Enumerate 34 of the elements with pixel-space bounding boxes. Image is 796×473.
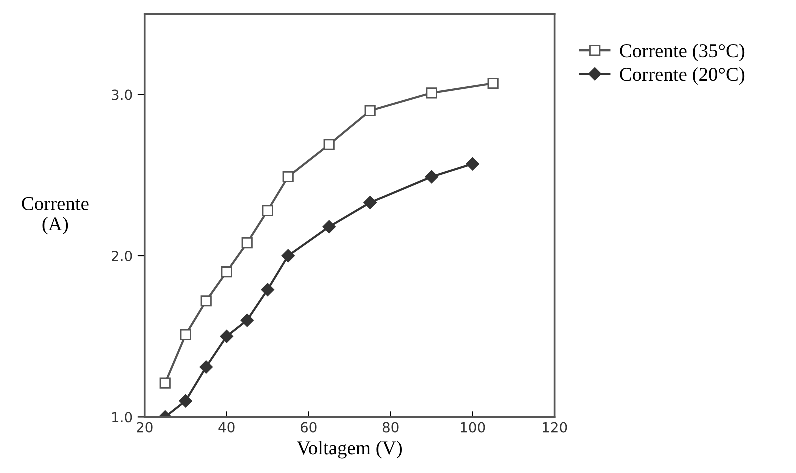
x-tick-label: 100 — [461, 422, 486, 433]
point — [425, 170, 438, 184]
x-tick-label: 20 — [137, 422, 153, 433]
point — [261, 283, 274, 296]
point — [240, 314, 254, 328]
legend-label: Corrente (35°C) — [620, 44, 745, 62]
point — [179, 394, 192, 408]
x-tick-label: 80 — [382, 422, 399, 433]
y-axis-title: Corrente (A) — [22, 197, 89, 235]
x-tick-label: 120 — [543, 422, 568, 433]
point — [200, 296, 212, 307]
y-tick-label: 2.0 — [112, 250, 132, 262]
point — [282, 249, 295, 263]
legend-label: Corrente (20°C) — [620, 67, 745, 86]
y-tick-label: 1.0 — [112, 412, 132, 423]
point — [221, 266, 232, 278]
point — [180, 329, 192, 341]
point — [324, 139, 335, 150]
x-axis-title: Voltagem (V) — [297, 441, 402, 459]
point — [220, 330, 234, 344]
point — [160, 378, 171, 389]
point — [364, 105, 376, 116]
point — [364, 196, 377, 210]
point — [282, 171, 294, 183]
point — [488, 78, 499, 90]
point — [200, 360, 213, 374]
point — [262, 205, 274, 216]
point — [426, 88, 438, 99]
y-tick-label: 3.0 — [112, 90, 132, 100]
point — [466, 158, 480, 171]
point — [322, 220, 336, 234]
point — [242, 238, 253, 249]
x-tick-label: 40 — [218, 422, 235, 433]
x-tick-label: 60 — [300, 422, 317, 433]
